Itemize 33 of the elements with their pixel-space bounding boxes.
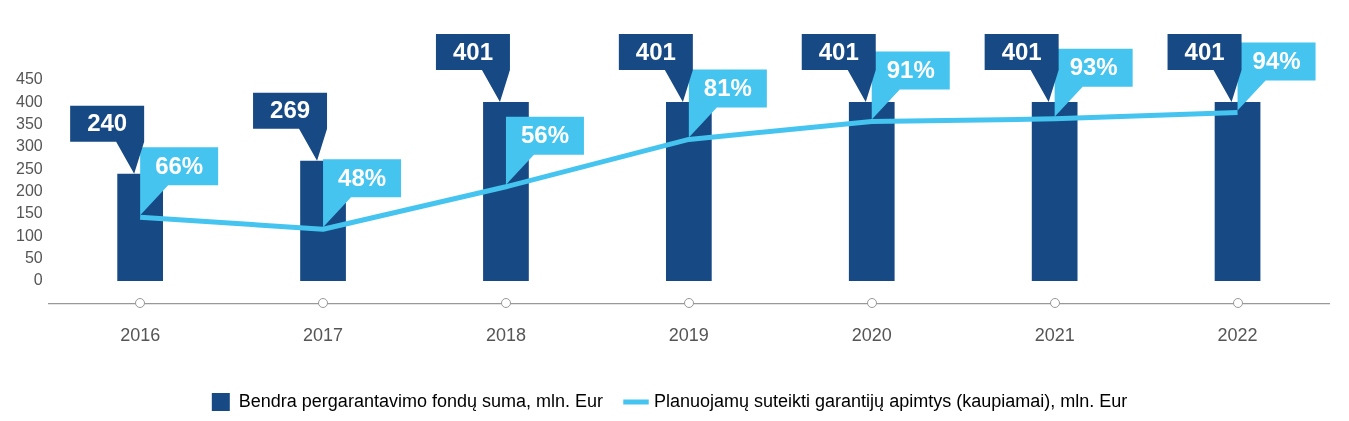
annotation: 93%: [1069, 53, 1118, 81]
data-label: 401: [818, 37, 859, 65]
data-label: 401: [635, 37, 676, 65]
data-label: 401: [452, 37, 493, 65]
x-tick-label: 2021: [1034, 325, 1075, 346]
data-label: 240: [87, 109, 128, 137]
legend-label: Bendra pergarantavimo fondų suma, mln. Eur: [238, 390, 604, 411]
annotation: 48%: [338, 163, 387, 191]
annotation: 81%: [703, 74, 752, 102]
y-tick-label: 200: [15, 182, 43, 200]
annotation: 66%: [155, 151, 204, 179]
y-tick-label: 300: [15, 137, 43, 155]
y-tick-label: 100: [15, 226, 43, 244]
y-tick-label: 250: [15, 159, 43, 177]
legend-label: Planuojamų suteikti garantijų apimtys (kaupiamai), mln. Eur: [653, 390, 1128, 411]
data-label: 401: [1001, 37, 1042, 65]
y-tick-label: 0: [33, 271, 43, 289]
data-label: 401: [1184, 37, 1225, 65]
annotation: 56%: [520, 121, 569, 149]
x-tick-label: 2018: [485, 325, 526, 346]
y-tick-label: 50: [24, 249, 43, 267]
x-tick-label: 2020: [851, 325, 892, 346]
x-tick-label: 2017: [303, 325, 344, 346]
data-label: 269: [270, 96, 311, 124]
y-tick-label: 350: [15, 115, 43, 133]
x-tick-label: 2016: [120, 325, 161, 346]
x-tick-label: 2022: [1217, 325, 1258, 346]
annotation: 94%: [1252, 47, 1301, 75]
annotation: 91%: [886, 56, 935, 84]
y-tick-label: 450: [15, 70, 43, 88]
y-tick-label: 400: [15, 92, 43, 110]
x-tick-label: 2019: [668, 325, 709, 346]
y-tick-label: 150: [15, 204, 43, 222]
